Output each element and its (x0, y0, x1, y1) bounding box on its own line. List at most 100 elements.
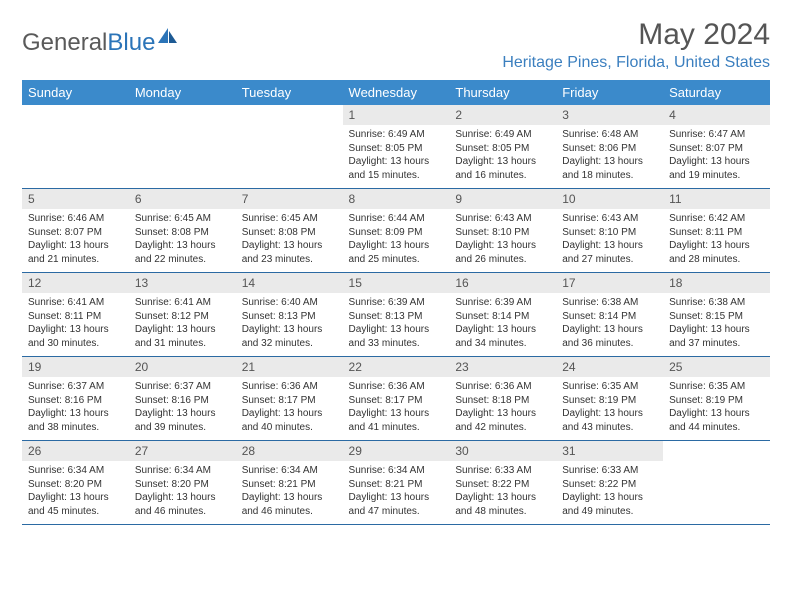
day-number: 9 (449, 189, 556, 209)
calendar-day-cell: 7Sunrise: 6:45 AMSunset: 8:08 PMDaylight… (236, 189, 343, 273)
weekday-header: Sunday (22, 80, 129, 105)
day-details: Sunrise: 6:35 AMSunset: 8:19 PMDaylight:… (663, 377, 770, 440)
day-details: Sunrise: 6:42 AMSunset: 8:11 PMDaylight:… (663, 209, 770, 272)
day-details (236, 111, 343, 169)
day-details: Sunrise: 6:43 AMSunset: 8:10 PMDaylight:… (449, 209, 556, 272)
calendar-day-cell: 4Sunrise: 6:47 AMSunset: 8:07 PMDaylight… (663, 105, 770, 189)
calendar-day-cell: 24Sunrise: 6:35 AMSunset: 8:19 PMDayligh… (556, 357, 663, 441)
weekday-header: Monday (129, 80, 236, 105)
day-number: 5 (22, 189, 129, 209)
calendar-day-cell: 15Sunrise: 6:39 AMSunset: 8:13 PMDayligh… (343, 273, 450, 357)
day-number: 20 (129, 357, 236, 377)
day-number: 2 (449, 105, 556, 125)
calendar-day-cell: 27Sunrise: 6:34 AMSunset: 8:20 PMDayligh… (129, 441, 236, 525)
weekday-header-row: Sunday Monday Tuesday Wednesday Thursday… (22, 80, 770, 105)
month-title: May 2024 (502, 18, 770, 52)
day-number: 4 (663, 105, 770, 125)
day-details: Sunrise: 6:41 AMSunset: 8:11 PMDaylight:… (22, 293, 129, 356)
calendar-day-cell: 31Sunrise: 6:33 AMSunset: 8:22 PMDayligh… (556, 441, 663, 525)
calendar-day-cell: 20Sunrise: 6:37 AMSunset: 8:16 PMDayligh… (129, 357, 236, 441)
calendar-day-cell (663, 441, 770, 525)
day-number: 25 (663, 357, 770, 377)
calendar-day-cell: 17Sunrise: 6:38 AMSunset: 8:14 PMDayligh… (556, 273, 663, 357)
day-details: Sunrise: 6:45 AMSunset: 8:08 PMDaylight:… (129, 209, 236, 272)
day-details (129, 111, 236, 169)
day-details: Sunrise: 6:41 AMSunset: 8:12 PMDaylight:… (129, 293, 236, 356)
day-details: Sunrise: 6:39 AMSunset: 8:14 PMDaylight:… (449, 293, 556, 356)
day-number: 31 (556, 441, 663, 461)
brand-part1: General (22, 29, 107, 57)
title-block: May 2024 Heritage Pines, Florida, United… (502, 18, 770, 72)
weekday-header: Wednesday (343, 80, 450, 105)
day-details: Sunrise: 6:34 AMSunset: 8:21 PMDaylight:… (343, 461, 450, 524)
calendar-day-cell: 9Sunrise: 6:43 AMSunset: 8:10 PMDaylight… (449, 189, 556, 273)
day-number: 29 (343, 441, 450, 461)
day-details: Sunrise: 6:46 AMSunset: 8:07 PMDaylight:… (22, 209, 129, 272)
day-details: Sunrise: 6:34 AMSunset: 8:20 PMDaylight:… (129, 461, 236, 524)
day-number: 10 (556, 189, 663, 209)
day-number: 22 (343, 357, 450, 377)
day-number: 17 (556, 273, 663, 293)
weekday-header: Tuesday (236, 80, 343, 105)
calendar-day-cell: 12Sunrise: 6:41 AMSunset: 8:11 PMDayligh… (22, 273, 129, 357)
day-details: Sunrise: 6:37 AMSunset: 8:16 PMDaylight:… (129, 377, 236, 440)
day-number: 18 (663, 273, 770, 293)
day-number: 8 (343, 189, 450, 209)
day-number: 11 (663, 189, 770, 209)
day-details: Sunrise: 6:48 AMSunset: 8:06 PMDaylight:… (556, 125, 663, 188)
day-details: Sunrise: 6:36 AMSunset: 8:18 PMDaylight:… (449, 377, 556, 440)
calendar-week-row: 26Sunrise: 6:34 AMSunset: 8:20 PMDayligh… (22, 441, 770, 525)
day-number: 13 (129, 273, 236, 293)
day-number: 12 (22, 273, 129, 293)
day-number: 1 (343, 105, 450, 125)
calendar-day-cell: 10Sunrise: 6:43 AMSunset: 8:10 PMDayligh… (556, 189, 663, 273)
weekday-header: Friday (556, 80, 663, 105)
calendar-day-cell: 1Sunrise: 6:49 AMSunset: 8:05 PMDaylight… (343, 105, 450, 189)
day-details: Sunrise: 6:34 AMSunset: 8:21 PMDaylight:… (236, 461, 343, 524)
day-number: 30 (449, 441, 556, 461)
day-number: 28 (236, 441, 343, 461)
day-details: Sunrise: 6:38 AMSunset: 8:14 PMDaylight:… (556, 293, 663, 356)
calendar-day-cell: 6Sunrise: 6:45 AMSunset: 8:08 PMDaylight… (129, 189, 236, 273)
calendar-day-cell: 26Sunrise: 6:34 AMSunset: 8:20 PMDayligh… (22, 441, 129, 525)
day-details (22, 111, 129, 169)
brand-logo: GeneralBlue (22, 24, 179, 62)
day-details: Sunrise: 6:36 AMSunset: 8:17 PMDaylight:… (236, 377, 343, 440)
calendar-page: GeneralBlue May 2024 Heritage Pines, Flo… (0, 0, 792, 535)
calendar-day-cell: 2Sunrise: 6:49 AMSunset: 8:05 PMDaylight… (449, 105, 556, 189)
calendar-day-cell: 3Sunrise: 6:48 AMSunset: 8:06 PMDaylight… (556, 105, 663, 189)
calendar-week-row: 1Sunrise: 6:49 AMSunset: 8:05 PMDaylight… (22, 105, 770, 189)
calendar-day-cell: 13Sunrise: 6:41 AMSunset: 8:12 PMDayligh… (129, 273, 236, 357)
calendar-day-cell: 18Sunrise: 6:38 AMSunset: 8:15 PMDayligh… (663, 273, 770, 357)
calendar-table: Sunday Monday Tuesday Wednesday Thursday… (22, 80, 770, 525)
day-details: Sunrise: 6:33 AMSunset: 8:22 PMDaylight:… (449, 461, 556, 524)
calendar-day-cell: 19Sunrise: 6:37 AMSunset: 8:16 PMDayligh… (22, 357, 129, 441)
calendar-body: 1Sunrise: 6:49 AMSunset: 8:05 PMDaylight… (22, 105, 770, 525)
day-number: 16 (449, 273, 556, 293)
day-details: Sunrise: 6:44 AMSunset: 8:09 PMDaylight:… (343, 209, 450, 272)
day-details: Sunrise: 6:38 AMSunset: 8:15 PMDaylight:… (663, 293, 770, 356)
day-number: 23 (449, 357, 556, 377)
day-number: 21 (236, 357, 343, 377)
day-details: Sunrise: 6:35 AMSunset: 8:19 PMDaylight:… (556, 377, 663, 440)
calendar-day-cell: 8Sunrise: 6:44 AMSunset: 8:09 PMDaylight… (343, 189, 450, 273)
day-number: 14 (236, 273, 343, 293)
day-number: 3 (556, 105, 663, 125)
day-number: 7 (236, 189, 343, 209)
calendar-day-cell (129, 105, 236, 189)
calendar-day-cell: 11Sunrise: 6:42 AMSunset: 8:11 PMDayligh… (663, 189, 770, 273)
calendar-week-row: 12Sunrise: 6:41 AMSunset: 8:11 PMDayligh… (22, 273, 770, 357)
sail-icon (157, 24, 179, 52)
day-details: Sunrise: 6:40 AMSunset: 8:13 PMDaylight:… (236, 293, 343, 356)
calendar-day-cell: 28Sunrise: 6:34 AMSunset: 8:21 PMDayligh… (236, 441, 343, 525)
calendar-day-cell (22, 105, 129, 189)
brand-part2: Blue (107, 29, 155, 57)
day-number: 15 (343, 273, 450, 293)
calendar-day-cell: 14Sunrise: 6:40 AMSunset: 8:13 PMDayligh… (236, 273, 343, 357)
day-details: Sunrise: 6:34 AMSunset: 8:20 PMDaylight:… (22, 461, 129, 524)
weekday-header: Thursday (449, 80, 556, 105)
calendar-day-cell: 25Sunrise: 6:35 AMSunset: 8:19 PMDayligh… (663, 357, 770, 441)
header: GeneralBlue May 2024 Heritage Pines, Flo… (22, 18, 770, 72)
calendar-day-cell: 23Sunrise: 6:36 AMSunset: 8:18 PMDayligh… (449, 357, 556, 441)
day-number: 24 (556, 357, 663, 377)
